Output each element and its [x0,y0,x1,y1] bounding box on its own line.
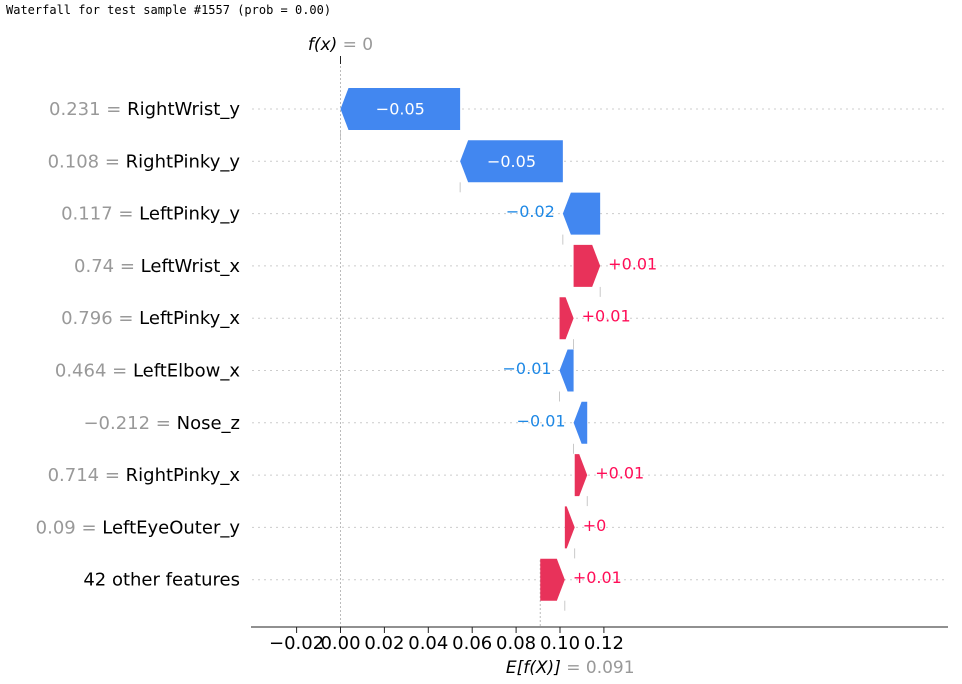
feature-name: RightWrist_y [127,99,240,120]
feature-label: 42 other features [83,569,240,590]
bar-value-label: +0 [583,516,607,535]
feature-name: LeftElbow_x [133,360,240,381]
waterfall-bar [559,297,574,340]
feature-label: 0.09 = LeftEyeOuter_y [36,517,241,538]
waterfall-bar [562,192,601,235]
waterfall-bar [460,140,563,183]
bar-value-label: −0.01 [517,411,566,430]
feature-value: 0.117 = [61,203,139,224]
row-gridlines [252,108,948,581]
fx-annotation: f(x) = 0 [308,35,373,55]
page-title: Waterfall for test sample #1557 (prob = … [6,3,332,17]
feature-name: LeftWrist_x [141,255,241,276]
x-tick-label: −0.02 [269,633,324,654]
feature-label: 0.108 = RightPinky_y [48,151,241,172]
feature-value: 0.231 = [49,99,127,120]
feature-label: 0.464 = LeftElbow_x [55,360,240,381]
base-value-annotation: E[f(X)] = 0.091 [506,658,635,678]
bar-value-label: −0.05 [376,100,425,119]
waterfall-bar [340,88,461,130]
bar-value-label: +0.01 [582,307,631,326]
feature-label: 0.714 = RightPinky_x [48,465,241,486]
bar-value-label: −0.05 [487,152,536,171]
feature-value: 0.74 = [74,255,141,276]
feature-name: LeftPinky_x [139,308,240,329]
x-axis: −0.020.00 0.02 0.04 0.06 0.08 0.10 0.12 [251,626,948,654]
feature-name: RightPinky_y [126,151,241,172]
feature-labels: 0.231 = RightWrist_y 0.108 = RightPinky_y… [36,99,241,591]
annotations: f(x) = 0 E[f(X)] = 0.091 [308,35,635,678]
feature-value: 0.108 = [48,151,126,172]
bar-value-label: +0.01 [608,254,657,273]
x-tick-label: 0.08 [496,633,536,654]
feature-value: 0.09 = [36,517,103,538]
feature-value: 0.714 = [48,465,126,486]
bar-value-label: −0.02 [506,202,555,221]
x-tick-label: 0.04 [408,633,448,654]
feature-value: 0.464 = [55,360,133,381]
bar-value-label: +0.01 [573,568,622,587]
feature-name: 42 other features [83,569,240,590]
x-tick-label: 0.10 [540,633,580,654]
waterfall-bar [559,349,574,392]
feature-value: 0.796 = [61,308,139,329]
feature-label: 0.796 = LeftPinky_x [61,308,240,329]
feature-value: −0.212 = [83,412,176,433]
x-tick-label: 0.02 [364,633,404,654]
feature-name: Nose_z [177,412,240,433]
feature-name: LeftPinky_y [139,203,240,224]
feature-label: 0.74 = LeftWrist_x [74,255,240,276]
feature-label: −0.212 = Nose_z [83,412,240,433]
waterfall-bar [540,558,565,601]
waterfall-bar [574,454,588,497]
feature-name: RightPinky_x [126,465,241,486]
feature-label: 0.117 = LeftPinky_y [61,203,240,224]
feature-label: 0.231 = RightWrist_y [49,99,240,120]
x-tick-label: 0.12 [584,633,624,654]
bar-value-label: −0.01 [503,359,552,378]
waterfall-bars: −0.05 −0.05 −0.02 +0.01 +0.01 −0.01 −0.01 +0.01… [340,88,657,611]
waterfall-bar [564,506,575,549]
bar-value-label: +0.01 [595,464,644,483]
x-tick-label: 0.00 [320,633,360,654]
feature-name: LeftEyeOuter_y [102,517,240,538]
waterfall-bar [573,401,588,444]
waterfall-bar [573,244,601,287]
x-tick-label: 0.06 [452,633,492,654]
